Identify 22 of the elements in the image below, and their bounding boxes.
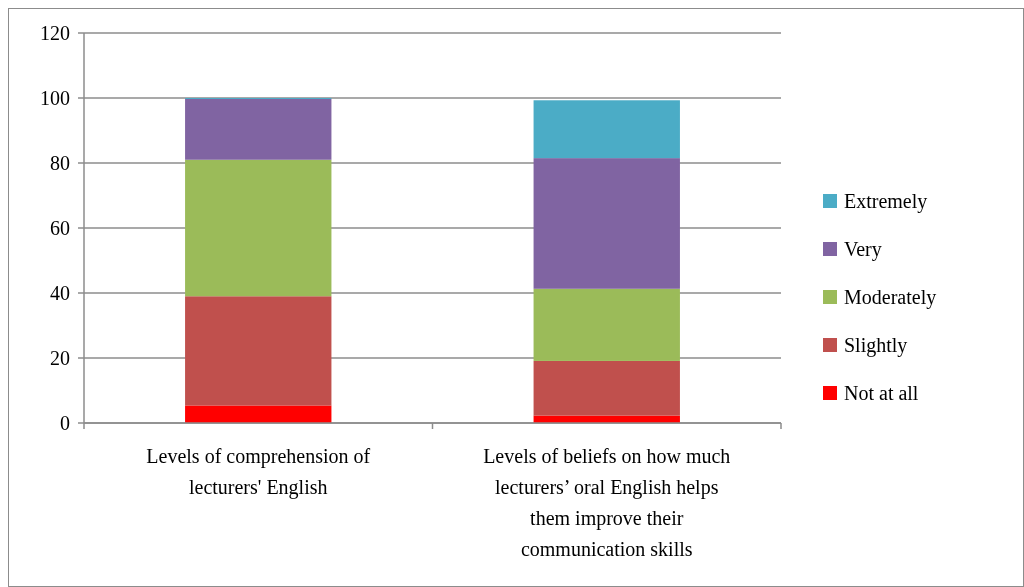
y-tick-label: 80 xyxy=(50,152,70,174)
y-tick-label: 40 xyxy=(50,282,70,304)
legend-label: Slightly xyxy=(844,334,908,357)
legend-label: Moderately xyxy=(844,286,937,309)
y-tick-label: 60 xyxy=(50,217,70,239)
bar xyxy=(185,159,332,297)
y-tick-label: 120 xyxy=(40,22,70,44)
bar xyxy=(533,360,680,416)
legend-label: Not at all xyxy=(844,382,919,404)
legend-label: Very xyxy=(844,238,882,261)
y-tick-label: 0 xyxy=(60,412,70,434)
bar xyxy=(533,288,680,361)
legend-label: Extremely xyxy=(844,190,928,213)
bar xyxy=(533,100,680,159)
bar xyxy=(185,405,332,423)
y-tick-label: 20 xyxy=(50,347,70,369)
y-tick-label: 100 xyxy=(40,87,70,109)
bar xyxy=(185,98,332,160)
x-tick-label: Levels of comprehension of lecturers' English xyxy=(146,445,371,499)
bar xyxy=(185,296,332,406)
bar xyxy=(533,158,680,289)
x-tick-label: Levels of beliefs on how much lecturers’ oral English helps them improve their communication skills xyxy=(483,445,731,560)
